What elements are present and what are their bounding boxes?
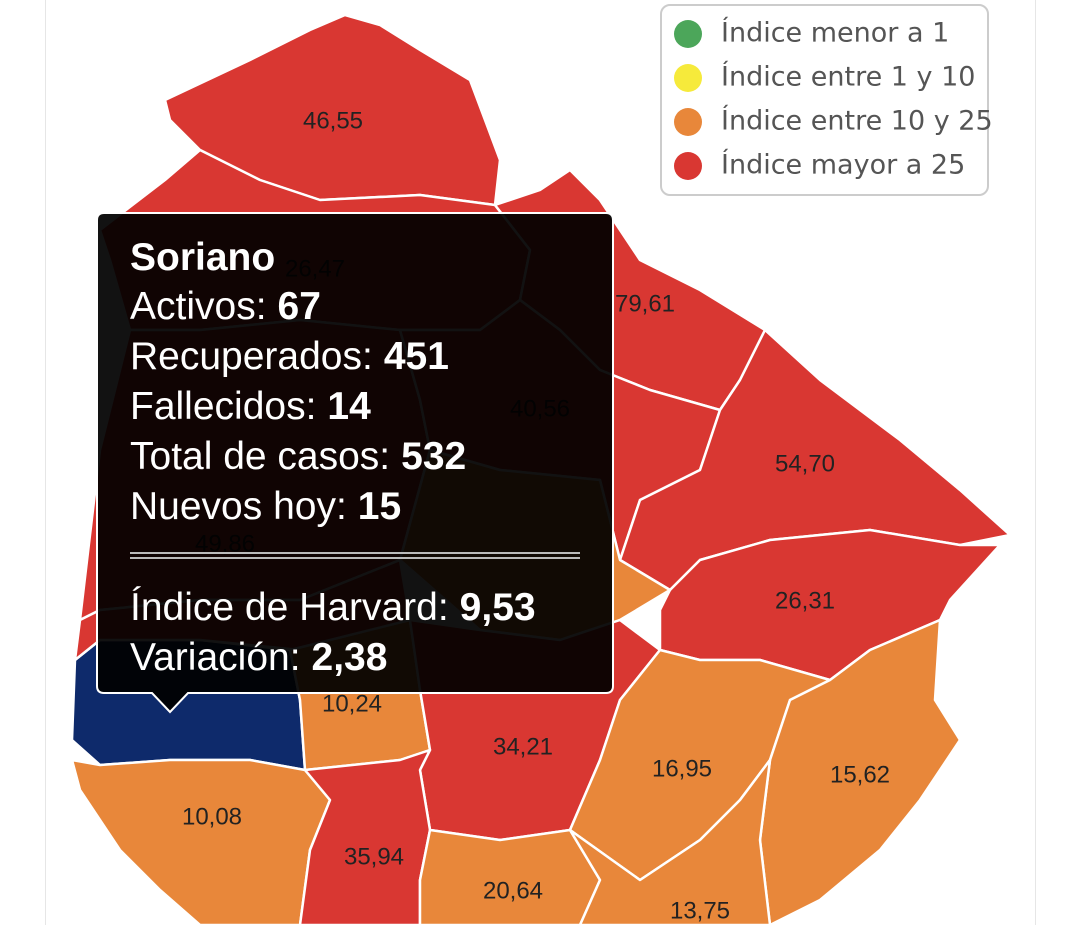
region (568, 758, 772, 925)
region-label: 79,61 (615, 290, 675, 317)
row-value: 9,53 (460, 586, 536, 629)
region-label: 35,94 (344, 843, 404, 870)
row-value: 14 (327, 385, 371, 428)
region-label: 54,70 (775, 450, 835, 477)
region-label: 15,62 (830, 761, 890, 788)
row-value: 532 (401, 435, 466, 478)
region-label: 16,95 (652, 755, 712, 782)
row-label: Variación: (130, 636, 301, 679)
legend-swatch (674, 108, 702, 136)
row-label: Recuperados: (130, 335, 373, 378)
region (298, 748, 432, 925)
row-label: Nuevos hoy: (130, 485, 347, 528)
legend-label: Índice menor a 1 (721, 17, 949, 49)
legend-swatch (674, 20, 702, 48)
region-label: 34,21 (493, 733, 553, 760)
region (70, 758, 332, 925)
tooltip-title: Soriano (130, 236, 275, 279)
tooltip-box (96, 212, 614, 714)
region-label: 20,64 (483, 877, 543, 904)
region-label: 46,55 (303, 107, 363, 134)
region-label: 10,24 (322, 690, 382, 717)
legend-label: Índice mayor a 25 (721, 149, 965, 181)
tooltip-row: Activos: 67 (130, 285, 321, 328)
tooltip-row: Índice de Harvard: 9,53 (130, 586, 536, 629)
legend-label: Índice entre 1 y 10 (721, 61, 975, 93)
tooltip-row: Nuevos hoy: 15 (130, 485, 401, 528)
row-value: 2,38 (312, 636, 388, 679)
row-label: Activos: (130, 285, 267, 328)
row-label: Total de casos: (130, 435, 390, 478)
row-value: 451 (384, 335, 449, 378)
region-label: 10,08 (182, 803, 242, 830)
row-label: Índice de Harvard: (130, 586, 449, 629)
tooltip-row: Total de casos: 532 (130, 435, 466, 478)
region-label: 26,31 (775, 587, 835, 614)
row-label: Fallecidos: (130, 385, 316, 428)
row-value: 15 (358, 485, 401, 528)
legend-swatch (674, 152, 702, 180)
legend-box (660, 4, 989, 196)
legend-swatch (674, 64, 702, 92)
legend-label: Índice entre 10 y 25 (721, 105, 993, 137)
row-value: 67 (278, 285, 321, 328)
tooltip-row: Variación: 2,38 (130, 636, 387, 679)
region-label: 13,75 (670, 897, 730, 924)
tooltip-row: Fallecidos: 14 (130, 385, 371, 428)
tooltip-row: Recuperados: 451 (130, 335, 449, 378)
